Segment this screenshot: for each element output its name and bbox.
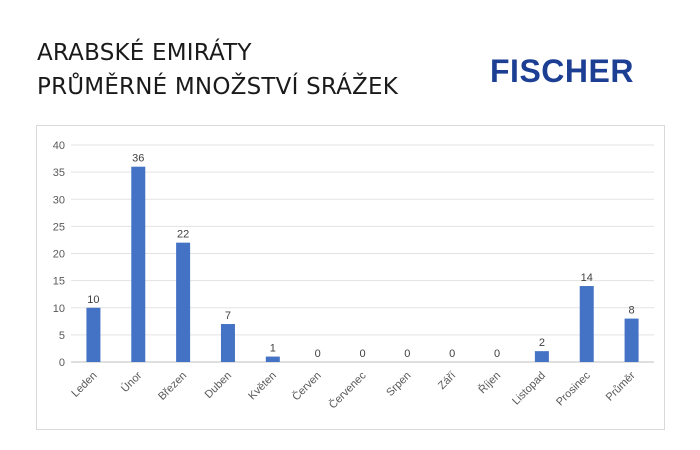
x-tick-label: Březen [156, 370, 189, 403]
data-label: 36 [132, 153, 144, 165]
x-tick-label: Prosinec [554, 369, 593, 408]
data-label: 8 [629, 305, 635, 317]
bar [579, 286, 594, 362]
bar [624, 318, 639, 362]
x-tick-label: Červen [290, 369, 324, 403]
x-tick-label: Květen [246, 370, 279, 403]
bar [265, 356, 280, 362]
data-label: 10 [87, 294, 99, 306]
x-tick-label: Listopad [510, 370, 548, 408]
data-label: 2 [539, 337, 545, 349]
data-label: 0 [449, 348, 455, 360]
chart-title-line-1: ARABSKÉ EMIRÁTY [37, 40, 252, 66]
x-tick-label: Únor [118, 369, 144, 395]
data-label: 0 [494, 348, 500, 360]
x-tick-label: Červenec [326, 369, 369, 412]
bar [176, 242, 191, 362]
bar [534, 351, 549, 362]
data-label: 0 [315, 348, 321, 360]
x-tick-label: Září [436, 370, 458, 392]
y-tick-label: 25 [53, 221, 65, 233]
y-tick-label: 0 [59, 357, 65, 369]
bar [220, 324, 235, 362]
x-tick-label: Říjen [476, 369, 503, 396]
bar [131, 166, 146, 362]
y-tick-label: 30 [53, 194, 65, 206]
data-label: 0 [359, 348, 365, 360]
x-tick-label: Leden [69, 370, 99, 400]
data-label: 7 [225, 310, 231, 322]
x-tick-label: Průměr [604, 369, 638, 403]
chart-title-line-2: PRŮMĚRNÉ MNOŽSTVÍ SRÁŽEK [37, 74, 399, 100]
y-tick-label: 5 [59, 330, 65, 342]
y-tick-label: 10 [53, 303, 65, 315]
y-tick-label: 35 [53, 167, 65, 179]
fischer-logo: FISCHER [490, 53, 634, 89]
y-tick-label: 40 [53, 140, 65, 152]
x-tick-label: Srpen [384, 370, 413, 399]
x-tick-label: Duben [203, 370, 234, 401]
y-tick-label: 20 [53, 249, 65, 261]
data-label: 22 [177, 229, 189, 241]
data-label: 0 [404, 348, 410, 360]
data-label: 1 [270, 343, 276, 355]
bar [86, 307, 101, 362]
chart-area [36, 125, 665, 430]
data-label: 14 [581, 272, 593, 284]
y-tick-label: 15 [53, 276, 65, 288]
